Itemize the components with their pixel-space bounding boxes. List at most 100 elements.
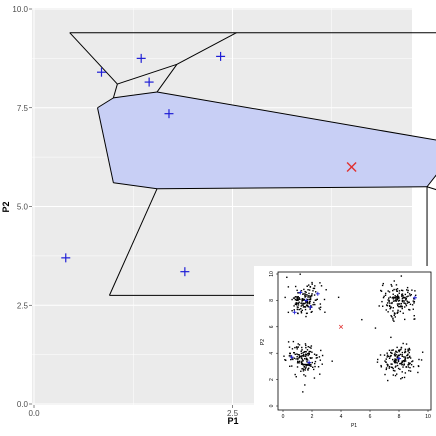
- inset-data-point: [405, 343, 408, 345]
- inset-data-point: [306, 298, 309, 301]
- inset-data-point: [303, 305, 305, 308]
- inset-data-point: [404, 372, 407, 374]
- y-tick-label: 2.5: [17, 301, 29, 310]
- inset-plus-marker: [292, 310, 297, 315]
- inset-data-point: [308, 367, 310, 369]
- inset-data-point: [394, 374, 397, 377]
- inset-data-point: [404, 348, 407, 351]
- inset-data-point: [384, 373, 386, 376]
- inset-data-point: [385, 304, 388, 306]
- inset-data-point: [406, 296, 408, 298]
- inset-data-point: [311, 283, 313, 285]
- inset-data-point: [387, 379, 389, 382]
- inset-data-point: [396, 364, 399, 367]
- inset-data-point: [323, 298, 326, 301]
- inset-data-point: [304, 343, 307, 345]
- inset-x-tick-label: 6: [369, 414, 372, 420]
- inset-data-point: [309, 350, 312, 353]
- inset-data-point: [397, 311, 399, 313]
- inset-data-point: [401, 293, 403, 296]
- inset-data-point: [395, 365, 397, 367]
- inset-target-b: [338, 324, 344, 329]
- inset-data-point: [407, 362, 410, 364]
- inset-data-point: [396, 288, 399, 290]
- inset-data-point: [401, 295, 403, 297]
- inset-data-point: [293, 357, 296, 359]
- inset-data-point: [287, 341, 290, 343]
- inset-data-point: [406, 286, 409, 289]
- inset-data-point: [388, 349, 391, 352]
- inset-data-point: [409, 362, 411, 364]
- inset-data-point: [300, 355, 302, 358]
- inset-target-marker: [338, 324, 344, 329]
- inset-data-point: [407, 289, 409, 292]
- inset-y-tick-label: 4: [269, 352, 275, 355]
- inset-data-point: [398, 354, 400, 357]
- highlighted-voronoi-cell: [97, 91, 436, 189]
- inset-data-point: [388, 291, 391, 293]
- inset-data-points: [283, 273, 424, 393]
- inset-data-point: [310, 294, 313, 297]
- inset-data-point: [304, 350, 306, 353]
- inset-data-point: [303, 368, 305, 371]
- inset-data-point: [313, 301, 315, 304]
- inset-data-point: [319, 282, 321, 284]
- inset-data-point: [303, 293, 305, 295]
- inset-data-point: [300, 352, 303, 355]
- inset-data-point: [298, 356, 301, 358]
- inset-data-point: [386, 352, 388, 354]
- inset-data-point: [295, 358, 297, 360]
- inset-data-point: [403, 302, 405, 304]
- y-tick-labels: 0.0 2.5 5.0 7.5 10.0: [12, 5, 32, 409]
- inset-data-point: [283, 355, 285, 357]
- inset-data-point: [387, 355, 390, 358]
- inset-data-point: [385, 361, 387, 363]
- inset-data-point: [394, 352, 396, 354]
- inset-data-point: [303, 374, 305, 376]
- inset-data-point: [304, 369, 306, 371]
- inset-data-point: [401, 289, 404, 292]
- inset-data-point: [379, 354, 382, 356]
- inset-data-point: [390, 363, 392, 365]
- plus-marker: [61, 253, 71, 263]
- y-tick-label: 7.5: [17, 104, 29, 113]
- inset-data-point: [413, 300, 416, 303]
- inset-data-point: [292, 297, 295, 299]
- inset-data-point: [298, 354, 300, 356]
- inset-data-point: [394, 361, 396, 364]
- inset-data-point: [304, 295, 306, 297]
- inset-y-tick-label: 0: [269, 404, 275, 407]
- inset-data-point: [408, 293, 411, 295]
- inset-data-point: [298, 357, 300, 359]
- inset-data-point: [311, 281, 313, 284]
- inset-data-point: [409, 309, 411, 311]
- inset-data-point: [295, 299, 298, 302]
- inset-data-point: [417, 371, 419, 374]
- inset-data-point: [313, 377, 316, 379]
- inset-data-point: [361, 318, 363, 321]
- voronoi-edge: [156, 64, 178, 93]
- plus-marker: [164, 109, 174, 119]
- inset-data-point: [388, 304, 391, 307]
- inset-data-point: [315, 354, 317, 357]
- inset-data-point: [299, 298, 301, 301]
- inset-data-point: [293, 351, 295, 354]
- inset-data-point: [302, 293, 304, 295]
- inset-data-point: [404, 351, 406, 354]
- inset-x-tick-label: 4: [340, 414, 343, 420]
- inset-data-point: [396, 312, 398, 314]
- inset-plus-marker: [397, 356, 401, 361]
- inset-data-point: [300, 361, 302, 364]
- inset-data-point: [301, 355, 303, 357]
- inset-data-point: [399, 353, 402, 356]
- inset-data-point: [413, 298, 415, 300]
- inset-data-point: [312, 287, 315, 290]
- inset-data-point: [287, 286, 290, 288]
- inset-data-point: [406, 289, 408, 291]
- inset-data-point: [337, 296, 340, 299]
- inset-data-point: [288, 355, 291, 357]
- inset-data-point: [307, 368, 309, 370]
- inset-data-point: [395, 358, 397, 360]
- inset-data-point: [294, 285, 297, 288]
- inset-data-point: [392, 310, 394, 312]
